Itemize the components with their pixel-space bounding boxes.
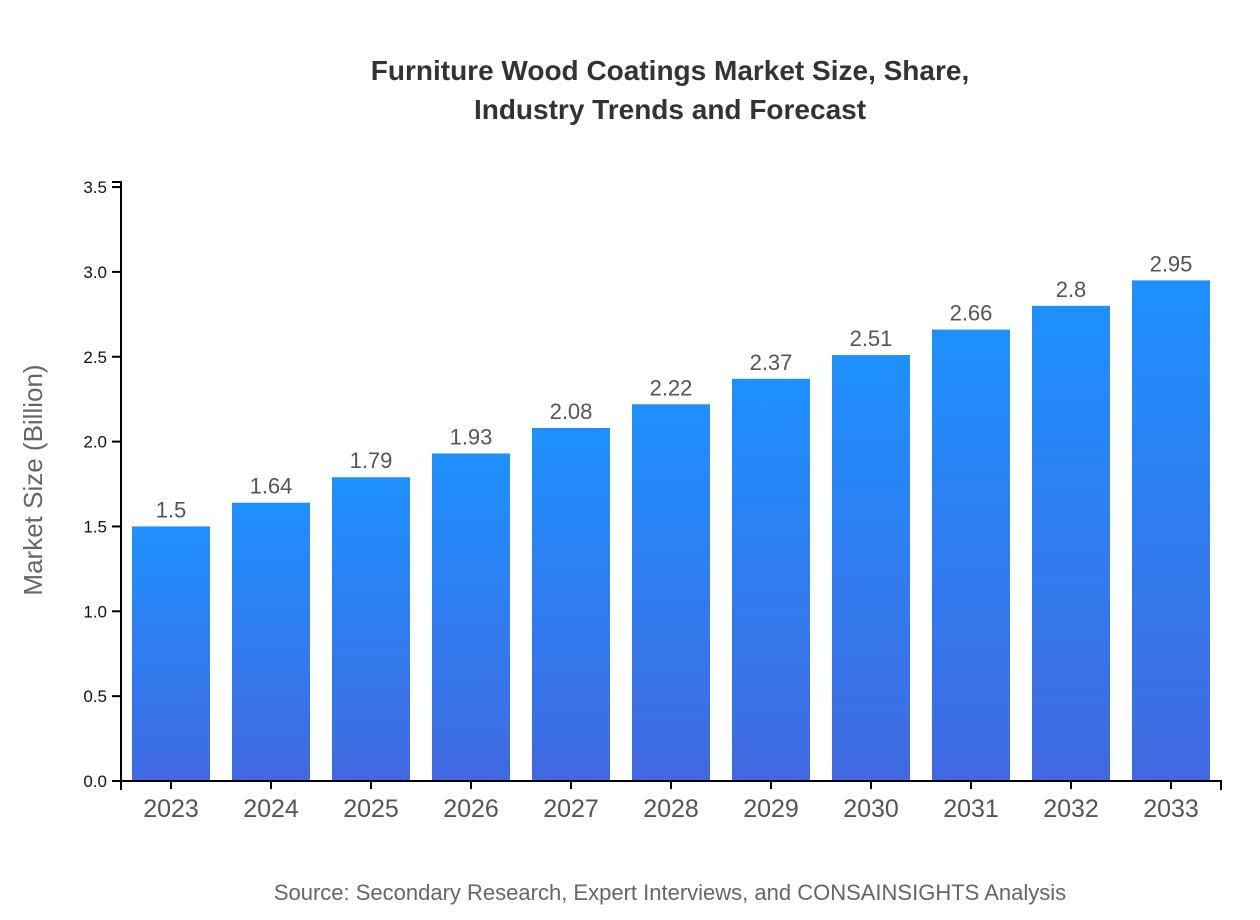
y-tick-label: 1.0 <box>83 602 107 621</box>
bar-2027 <box>532 428 610 781</box>
x-tick-label-2024: 2024 <box>243 795 299 823</box>
y-tick-label: 0.0 <box>83 772 107 791</box>
bar-2029 <box>732 378 810 781</box>
data-label-2026: 1.93 <box>450 424 493 449</box>
bar-2025 <box>332 477 410 781</box>
data-label-2029: 2.37 <box>750 350 793 375</box>
data-label-2027: 2.08 <box>550 399 593 424</box>
y-axis-label: Market Size (Billion) <box>18 364 48 595</box>
data-label-2032: 2.8 <box>1056 277 1087 302</box>
data-label-2025: 1.79 <box>350 448 393 473</box>
y-tick-label: 2.0 <box>83 433 107 452</box>
y-tick-label: 0.5 <box>83 687 107 706</box>
data-label-2031: 2.66 <box>950 301 993 326</box>
x-tick-label-2030: 2030 <box>843 795 899 823</box>
x-axis-line <box>120 780 1222 790</box>
bar-2024 <box>232 502 310 781</box>
x-tick-label-2029: 2029 <box>743 795 799 823</box>
bar-2033 <box>1132 280 1210 781</box>
chart-title-line-1: Furniture Wood Coatings Market Size, Sha… <box>371 55 969 86</box>
bar-2030 <box>832 355 910 781</box>
bar-2028 <box>632 404 710 781</box>
x-tick-label-2027: 2027 <box>543 795 599 823</box>
y-tick-label: 2.5 <box>83 348 107 367</box>
x-tick-label-2033: 2033 <box>1143 795 1199 823</box>
x-tick-label-2025: 2025 <box>343 795 399 823</box>
x-tick-label-2031: 2031 <box>943 795 999 823</box>
x-tick-label-2023: 2023 <box>143 795 199 823</box>
bar-2032 <box>1032 305 1110 781</box>
chart-title-line-2: Industry Trends and Forecast <box>474 94 866 125</box>
y-tick-label: 3.0 <box>83 263 107 282</box>
data-label-2033: 2.95 <box>1150 251 1193 276</box>
source-note: Source: Secondary Research, Expert Inter… <box>274 880 1066 905</box>
bar-2031 <box>932 329 1010 781</box>
data-label-2023: 1.5 <box>156 497 187 522</box>
data-label-2028: 2.22 <box>650 375 693 400</box>
x-tick-label-2032: 2032 <box>1043 795 1099 823</box>
x-tick-label-2026: 2026 <box>443 795 499 823</box>
bar-2023 <box>132 526 210 781</box>
data-label-2024: 1.64 <box>250 474 293 499</box>
y-tick-label: 3.5 <box>83 178 107 197</box>
bar-2026 <box>432 453 510 781</box>
x-tick-label-2028: 2028 <box>643 795 699 823</box>
data-label-2030: 2.51 <box>850 326 893 351</box>
y-tick-label: 1.5 <box>83 517 107 536</box>
